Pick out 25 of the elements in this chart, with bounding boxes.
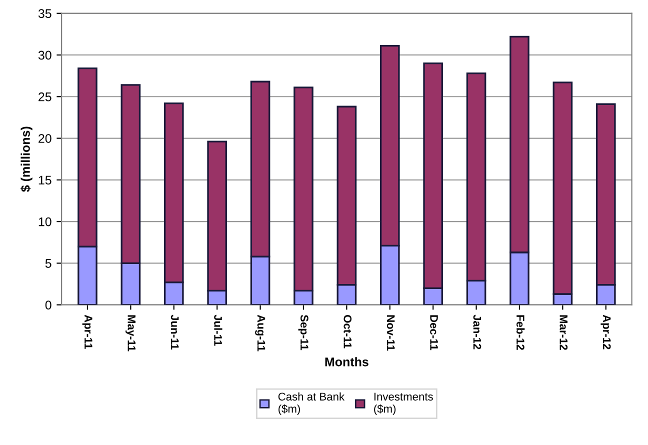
x-tick-label: Jan-12: [473, 314, 482, 350]
x-tick-label: Dec-11: [430, 315, 438, 350]
y-tick-label: 5: [45, 259, 52, 268]
x-tick-label: Jul-11: [214, 314, 222, 346]
y-tick-label: 0: [45, 300, 52, 310]
x-tick-label: Jun-11: [170, 314, 179, 350]
y-tick-label: 15: [38, 176, 52, 185]
x-tick-label: Feb-12: [516, 315, 525, 350]
y-tick-label: 10: [38, 217, 52, 226]
x-tick-label: Apr-12: [600, 314, 611, 350]
y-tick-label: 30: [38, 50, 52, 60]
x-tick-label: Oct-11: [344, 315, 352, 348]
y-axis-title: $ (millions): [20, 126, 32, 192]
x-tick-label: Aug-11: [255, 314, 266, 352]
x-tick-label: Apr-11: [82, 314, 92, 349]
x-axis-title: Months: [325, 357, 368, 366]
x-tick-label: Sep-11: [298, 314, 308, 350]
y-tick-label: 20: [38, 134, 52, 143]
x-tick-label: Mar-12: [560, 315, 568, 350]
y-tick-label: 25: [38, 92, 52, 102]
legend-label: Investments ($m): [374, 392, 433, 415]
legend-label: Cash at Bank ($m): [278, 392, 345, 415]
x-tick-label: Nov-11: [386, 315, 395, 351]
x-tick-label: May-11: [126, 315, 136, 352]
y-tick-label: 35: [38, 9, 52, 18]
